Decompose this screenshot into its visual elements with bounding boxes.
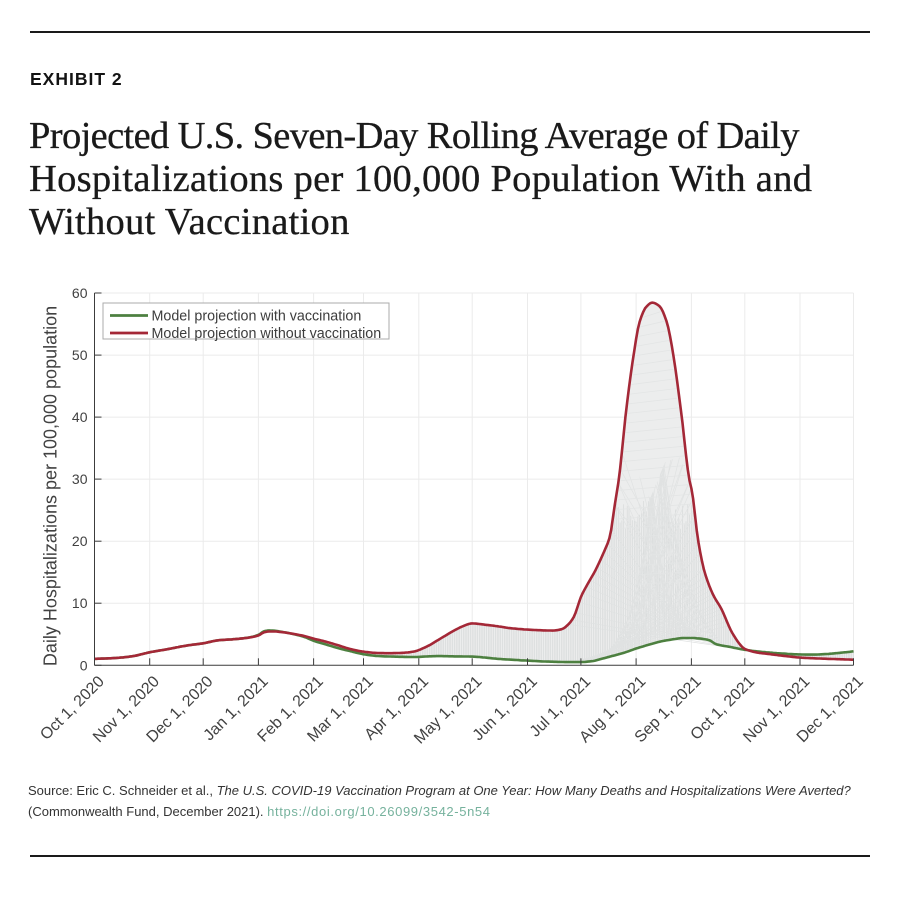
svg-text:0: 0 — [80, 657, 88, 673]
svg-text:Model projection without vacci: Model projection without vaccination — [152, 326, 382, 342]
svg-text:30: 30 — [72, 471, 88, 487]
svg-text:40: 40 — [72, 409, 88, 425]
svg-text:20: 20 — [72, 533, 88, 549]
svg-text:60: 60 — [72, 285, 88, 301]
svg-text:50: 50 — [72, 347, 88, 363]
svg-text:10: 10 — [72, 595, 88, 611]
svg-text:Daily Hospitalizations per 100: Daily Hospitalizations per 100,000 popul… — [40, 306, 60, 666]
svg-text:Model projection with vaccinat: Model projection with vaccination — [152, 309, 362, 325]
